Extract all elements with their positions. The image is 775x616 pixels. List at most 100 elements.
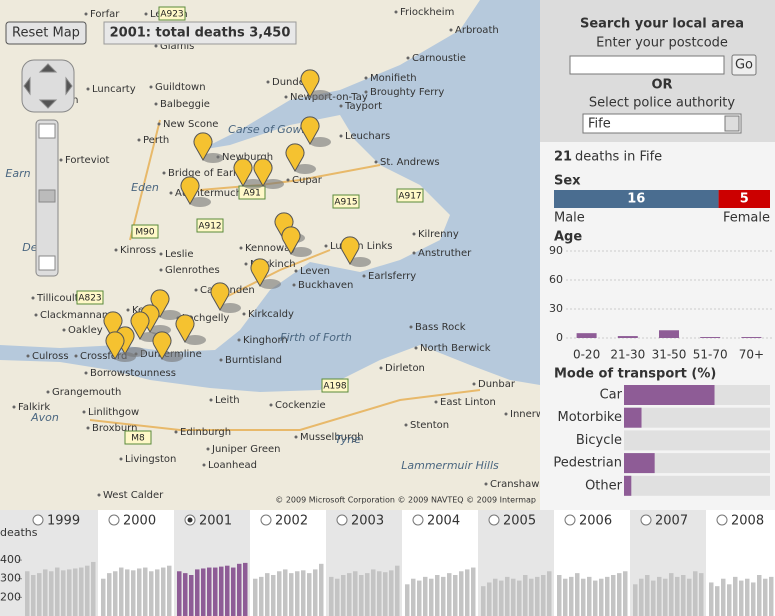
accident-pin[interactable] — [300, 116, 320, 146]
road-label: M90 — [135, 228, 154, 238]
pan-control[interactable] — [21, 59, 75, 113]
town-dot — [379, 366, 383, 370]
year-radio[interactable] — [412, 514, 424, 526]
year-radio[interactable] — [32, 514, 44, 526]
place-label: Linlithgow — [88, 407, 139, 418]
pin-shadow — [294, 164, 316, 174]
authority-select[interactable] — [582, 113, 742, 134]
town-dot — [34, 313, 38, 317]
month-bar — [67, 569, 72, 616]
accident-pin[interactable] — [340, 236, 360, 266]
month-bar — [107, 573, 112, 616]
category-label: Car — [600, 388, 623, 403]
pin-shadow — [219, 303, 241, 313]
town-dot — [449, 28, 453, 32]
month-bar — [143, 567, 148, 616]
y-tick-label: 200 — [0, 590, 21, 603]
place-label: Kinghorn — [243, 335, 288, 346]
accident-pin[interactable] — [150, 289, 170, 319]
month-bar — [471, 567, 476, 616]
month-bar — [517, 580, 522, 616]
age-bar — [659, 330, 679, 338]
accident-pin[interactable] — [130, 311, 150, 341]
x-tick-label: 70+ — [739, 348, 764, 362]
road-sign — [131, 224, 159, 239]
accident-pin[interactable] — [300, 69, 320, 99]
place-label: North Berwick — [420, 343, 491, 354]
go-label: Go — [735, 58, 753, 73]
road-label: A823 — [78, 294, 101, 304]
month-bar — [757, 575, 762, 616]
month-bar — [699, 573, 704, 616]
month-bar — [669, 573, 674, 616]
accident-pin[interactable] — [180, 176, 200, 206]
accident-pin[interactable] — [250, 258, 270, 288]
sex-name: Male — [554, 211, 585, 226]
year-radio[interactable] — [488, 514, 500, 526]
year-radio[interactable] — [336, 514, 348, 526]
accident-pin[interactable] — [103, 311, 123, 341]
month-bar — [651, 580, 656, 616]
month-bar — [183, 573, 188, 616]
month-bar — [55, 567, 60, 616]
accident-pin[interactable] — [233, 158, 253, 188]
go-button[interactable] — [731, 54, 757, 76]
deaths-count: 21 — [554, 150, 572, 165]
month-bar — [447, 573, 452, 616]
town-dot — [84, 371, 88, 375]
sex-value: 5 — [740, 192, 749, 207]
year-label: 2006 — [579, 514, 612, 529]
place-label: Leuchars — [345, 131, 390, 142]
accident-pin[interactable] — [175, 314, 195, 344]
year-radio[interactable] — [260, 514, 272, 526]
month-bar — [37, 573, 42, 616]
map-layer: ArbroathForfarLethamFriockheimCarnoustie… — [5, 6, 558, 522]
year-label: 2003 — [351, 514, 384, 529]
accident-pin[interactable] — [281, 226, 301, 256]
accident-pin[interactable] — [274, 212, 294, 242]
month-bar — [763, 578, 768, 616]
month-bar — [195, 569, 200, 616]
zoom-control[interactable] — [35, 119, 59, 277]
age-bar — [700, 337, 721, 338]
year-radio[interactable] — [640, 514, 652, 526]
place-label: Kennoway — [245, 243, 296, 254]
town-dot — [74, 354, 78, 358]
accident-pin[interactable] — [285, 143, 305, 173]
accident-pin[interactable] — [253, 158, 273, 188]
accident-pin[interactable] — [193, 132, 213, 162]
copyright: © 2009 Microsoft Corporation © 2009 NAVT… — [275, 496, 536, 505]
town-dot — [137, 138, 141, 142]
town-dot — [46, 390, 50, 394]
year-radio[interactable] — [716, 514, 728, 526]
month-bar — [569, 576, 574, 616]
year-radio[interactable] — [564, 514, 576, 526]
month-bar — [623, 571, 628, 616]
accident-pin[interactable] — [152, 331, 172, 361]
month-bar — [575, 573, 580, 616]
town-dot — [339, 104, 343, 108]
transport-bar — [624, 407, 642, 428]
town-dot — [82, 410, 86, 414]
transport-bar — [624, 453, 655, 474]
deaths-text: deaths in Fife — [575, 150, 662, 165]
section-title: Mode of transport (%) — [554, 367, 716, 382]
month-bar — [307, 573, 312, 616]
month-bar — [523, 575, 528, 616]
month-bar — [547, 571, 552, 616]
year-label: 2000 — [123, 514, 156, 529]
accident-pin[interactable] — [210, 282, 230, 312]
year-radio[interactable] — [108, 514, 120, 526]
select-arrow[interactable] — [724, 115, 740, 132]
town-dot — [504, 412, 508, 416]
postcode-input[interactable] — [569, 55, 725, 75]
month-bar — [611, 575, 616, 616]
accident-pin[interactable] — [105, 331, 125, 361]
reset-button[interactable] — [5, 21, 87, 45]
town-dot — [209, 398, 213, 402]
town-dot — [339, 134, 343, 138]
town-dot — [206, 447, 210, 451]
month-bar — [535, 576, 540, 616]
month-bar — [453, 575, 458, 616]
month-bar — [481, 586, 486, 616]
